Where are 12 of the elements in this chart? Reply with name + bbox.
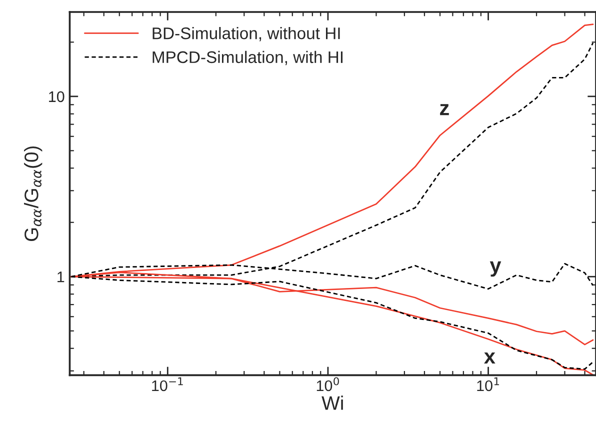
annotation: y bbox=[490, 261, 502, 277]
y-tick-label: 1 bbox=[58, 272, 64, 282]
y-tick-label: 10 bbox=[49, 91, 64, 102]
legend-label: BD-Simulation, without HI bbox=[152, 26, 340, 42]
x-tick-label: 10$^{0}$ bbox=[316, 377, 339, 392]
annotation: z bbox=[440, 104, 449, 116]
y-axis-title: G$_{αα}$/G$_{αα}$(0) bbox=[24, 146, 42, 242]
x-tick-label: 10$^{−1}$ bbox=[152, 377, 183, 392]
x-axis-title: Wi bbox=[322, 396, 343, 410]
annotation: x bbox=[484, 352, 496, 364]
legend-label: MPCD-Simulation, with HI bbox=[152, 50, 342, 66]
x-tick-label: 10$^{1}$ bbox=[477, 377, 499, 392]
